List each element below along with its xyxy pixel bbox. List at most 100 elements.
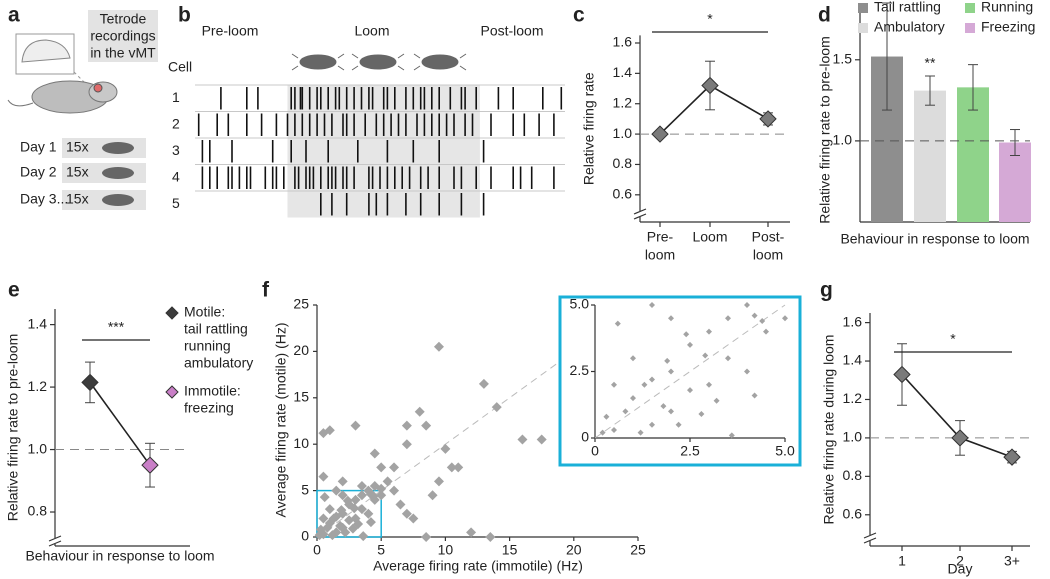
significance-label: * (950, 331, 956, 347)
legend-member: ambulatory (184, 355, 253, 371)
point (701, 76, 719, 95)
panel-label: d (818, 4, 831, 27)
data-line (901, 373, 1013, 458)
y-tick-label: 10 (293, 435, 309, 451)
data-line (89, 381, 151, 466)
y-tick-label: 0.8 (843, 467, 863, 483)
point (478, 378, 489, 389)
legend-member: running (184, 338, 231, 354)
inset-point (668, 315, 674, 322)
inset-y-tick-label: 5.0 (570, 296, 590, 312)
legend-label: Running (981, 0, 1033, 15)
y-tick-label: 1.0 (28, 440, 48, 456)
x-tick-label: 25 (630, 542, 646, 558)
y-tick-label: 1.4 (28, 315, 48, 331)
loom-icon (102, 142, 134, 154)
loom-icon (421, 54, 459, 70)
x-axis-label: Behaviour in response to loom (840, 231, 1029, 247)
x-tick-label: Pre- (647, 229, 674, 245)
legend-member: freezing (184, 400, 234, 416)
point (440, 443, 451, 454)
inset-point (751, 312, 758, 319)
point (342, 495, 353, 506)
point (337, 476, 348, 487)
y-tick-label: 0 (301, 528, 309, 544)
inset-point (660, 403, 667, 410)
point (324, 425, 335, 436)
brain (21, 39, 71, 63)
axis-break (48, 535, 62, 542)
panel-a-drawing (7, 10, 158, 210)
x-tick-label: 15 (502, 542, 518, 558)
point (340, 527, 351, 538)
inset-point (668, 368, 674, 375)
loom-icon (359, 54, 397, 70)
point (1003, 448, 1021, 466)
point (401, 439, 412, 450)
inset-y-tick-label: 0 (581, 429, 589, 445)
x-tick-label: 2 (956, 553, 964, 569)
point (491, 402, 502, 413)
x-tick-label: 3+ (1004, 553, 1020, 569)
loom-icons (291, 53, 467, 71)
inset-point (675, 421, 682, 428)
legend-label: Freezing (981, 19, 1035, 35)
inset-point (759, 317, 766, 324)
annotation: ** (925, 55, 936, 71)
zoom-box (316, 489, 382, 538)
y-axis-label: Relative firing rate during loom (821, 335, 837, 525)
x-axis-label: Average firing rate (immotile) (Hz) (373, 558, 583, 574)
zoom-line (73, 71, 93, 91)
day-label: Day 1 (20, 139, 57, 155)
point (376, 483, 387, 494)
legend-label: Tail rattling (874, 0, 941, 15)
inset-point (614, 320, 621, 327)
inset-point (622, 408, 629, 415)
day-count: 15x (66, 191, 89, 207)
y-tick-label: 0.6 (843, 505, 863, 521)
axis-break (48, 540, 62, 547)
point (466, 527, 477, 538)
y-tick-label: 1.2 (28, 378, 48, 394)
point (446, 462, 457, 473)
point (376, 462, 387, 473)
inset-x-tick-label: 0 (591, 443, 599, 459)
inset-x-tick-label: 5.0 (775, 443, 795, 459)
point (369, 448, 380, 459)
inset-point (751, 392, 758, 399)
point (401, 508, 412, 519)
inset-point (611, 427, 617, 434)
point (536, 434, 547, 445)
y-tick-label: 1.2 (843, 390, 863, 406)
y-tick-label: 0.8 (28, 503, 48, 519)
inset-point (725, 355, 731, 362)
point (517, 434, 528, 445)
phase-label: Loom (354, 23, 389, 39)
legend-member: tail rattling (184, 321, 248, 337)
y-tick-label: 1.4 (613, 64, 633, 80)
inset-point (664, 357, 671, 364)
y-axis-label: Relative firing rate to pre-loom (817, 36, 833, 224)
y-tick-label: 20 (293, 342, 309, 358)
phase-label: Pre-loom (202, 23, 259, 39)
inset-diagonal (594, 304, 786, 439)
y-tick-label: 15 (293, 389, 309, 405)
point (893, 365, 911, 384)
inset-point (782, 315, 788, 322)
point (408, 513, 419, 524)
inset-point (611, 381, 617, 388)
point (395, 499, 406, 510)
axis-break (863, 532, 877, 539)
y-axis-label: Relative firing rate to pre-loom (5, 334, 21, 522)
point (335, 520, 346, 531)
inset-point (728, 432, 735, 439)
y-tick-label: 0.8 (613, 155, 633, 171)
x-tick-label: 10 (438, 542, 454, 558)
axis-break-gap (864, 535, 876, 541)
panel-label: c (573, 4, 585, 27)
point (318, 471, 329, 482)
point (433, 341, 444, 352)
point (356, 490, 367, 501)
inset-point (599, 429, 606, 436)
